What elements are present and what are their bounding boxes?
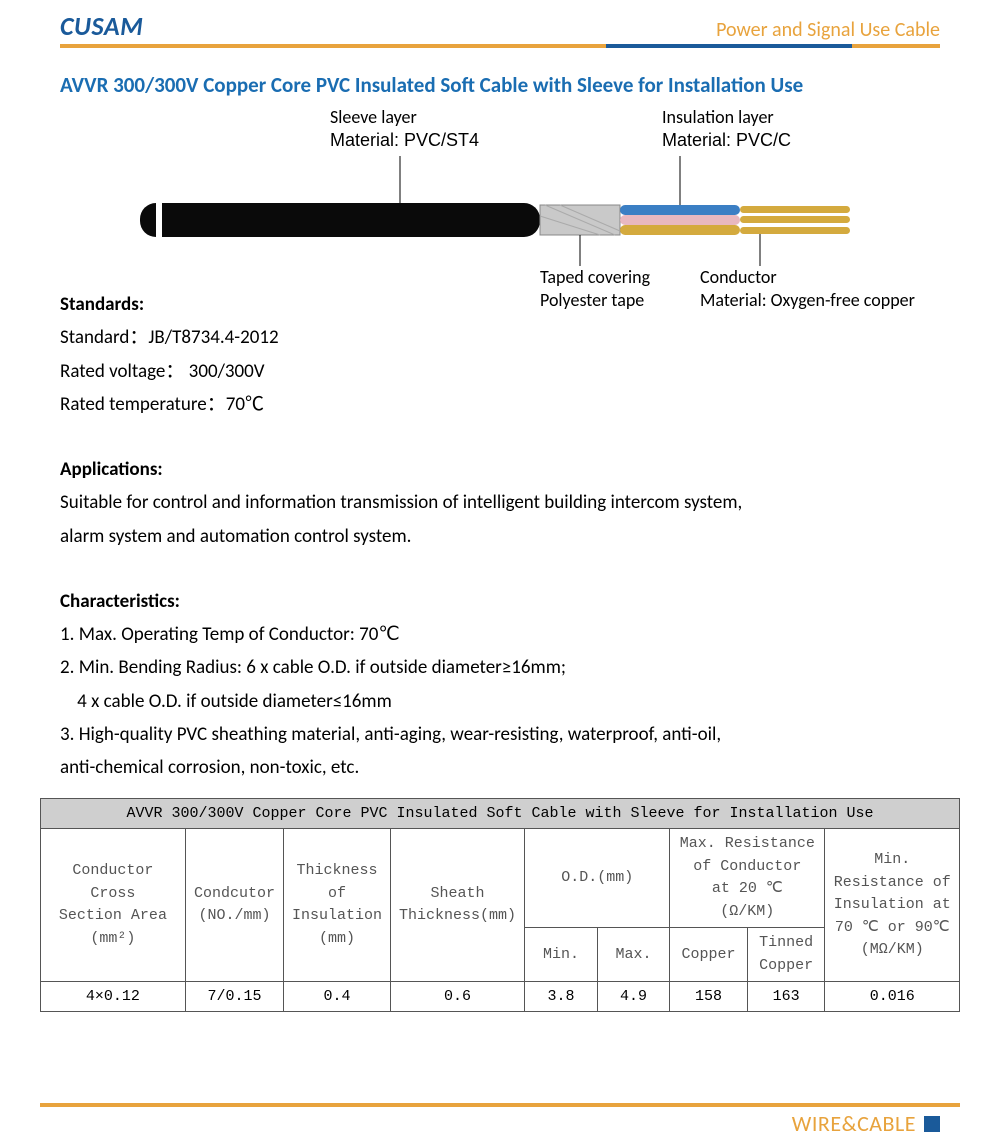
th-res-tinned: Tinned Copper — [747, 928, 825, 982]
header-category: Power and Signal Use Cable — [716, 18, 940, 42]
label-taped-line1: Taped covering — [540, 266, 650, 289]
characteristics-line: anti-chemical corrosion, non-toxic, etc. — [60, 751, 940, 784]
td-od-min: 3.8 — [525, 982, 597, 1012]
td-cross-section: 4×0.12 — [41, 982, 186, 1012]
cable-diagram: Sleeve layer Material: PVC/ST4 Insulatio… — [60, 106, 940, 326]
th-od: O.D.(mm) — [525, 829, 670, 928]
characteristics-line: 2. Min. Bending Radius: 6 x cable O.D. i… — [60, 651, 940, 684]
label-sleeve-line1: Sleeve layer — [330, 106, 479, 129]
label-taped: Taped covering Polyester tape — [540, 266, 650, 311]
th-max-res: Max. Resistance of Conductor at 20 ℃ (Ω/… — [670, 829, 825, 928]
td-sheath-thk: 0.6 — [390, 982, 525, 1012]
header-rule — [60, 44, 940, 48]
characteristics-line: 1. Max. Operating Temp of Conductor: 70℃ — [60, 618, 940, 651]
table-row: 4×0.12 7/0.15 0.4 0.6 3.8 4.9 158 163 0.… — [41, 982, 960, 1012]
brand-logo-text: CUSAM — [60, 10, 143, 42]
table-title-row: AVVR 300/300V Copper Core PVC Insulated … — [41, 799, 960, 829]
td-insulation-thk: 0.4 — [284, 982, 391, 1012]
td-res-tinned: 163 — [747, 982, 825, 1012]
label-insulation-line1: Insulation layer — [662, 106, 791, 129]
label-insulation: Insulation layer Material: PVC/C — [662, 106, 791, 151]
td-res-copper: 158 — [670, 982, 748, 1012]
characteristics-line: 4 x cable O.D. if outside diameter≤16mm — [60, 685, 940, 718]
label-sleeve: Sleeve layer Material: PVC/ST4 — [330, 106, 479, 151]
footer-rule — [40, 1103, 960, 1107]
label-insulation-line2: Material: PVC/C — [662, 129, 791, 152]
spec-table: AVVR 300/300V Copper Core PVC Insulated … — [40, 798, 960, 1012]
th-res-copper: Copper — [670, 928, 748, 982]
th-cross-section: Conductor Cross Section Area (mm²) — [41, 829, 186, 982]
footer-square-icon — [924, 1116, 940, 1132]
characteristics-line: 3. High-quality PVC sheathing material, … — [60, 718, 940, 751]
td-min-ins-res: 0.016 — [825, 982, 960, 1012]
td-conductor-no: 7/0.15 — [185, 982, 283, 1012]
header-bar: CUSAM Power and Signal Use Cable — [0, 0, 1000, 42]
th-od-max: Max. — [597, 928, 669, 982]
footer-text: WIRE&CABLE — [792, 1110, 916, 1137]
label-sleeve-line2: Material: PVC/ST4 — [330, 129, 479, 152]
th-insulation-thk: Thickness of Insulation (mm) — [284, 829, 391, 982]
label-conductor-line1: Conductor — [700, 266, 915, 289]
th-min-ins-res: Min. Resistance of Insulation at 70 ℃ or… — [825, 829, 960, 982]
applications-line: alarm system and automation control syst… — [60, 520, 940, 553]
page-title: AVVR 300/300V Copper Core PVC Insulated … — [0, 48, 1000, 106]
th-sheath-thk: Sheath Thickness(mm) — [390, 829, 525, 982]
th-conductor-no: Condcutor (NO./mm) — [185, 829, 283, 982]
td-od-max: 4.9 — [597, 982, 669, 1012]
th-od-min: Min. — [525, 928, 597, 982]
characteristics-heading: Characteristics: — [60, 585, 940, 618]
standards-line: Rated voltage： 300/300V — [60, 355, 940, 388]
body-text: Standards: Standard：JB/T8734.4-2012 Rate… — [0, 288, 1000, 784]
label-taped-line2: Polyester tape — [540, 289, 650, 312]
table-title: AVVR 300/300V Copper Core PVC Insulated … — [41, 799, 960, 829]
table-header-row-1: Conductor Cross Section Area (mm²) Condc… — [41, 829, 960, 928]
label-conductor: Conductor Material: Oxygen-free copper — [700, 266, 915, 311]
label-conductor-line2: Material: Oxygen-free copper — [700, 289, 915, 312]
applications-line: Suitable for control and information tra… — [60, 486, 940, 519]
footer: WIRE&CABLE — [792, 1110, 940, 1137]
applications-heading: Applications: — [60, 453, 940, 486]
standards-line: Rated temperature：70℃ — [60, 388, 940, 421]
standards-line: Standard：JB/T8734.4-2012 — [60, 321, 940, 354]
